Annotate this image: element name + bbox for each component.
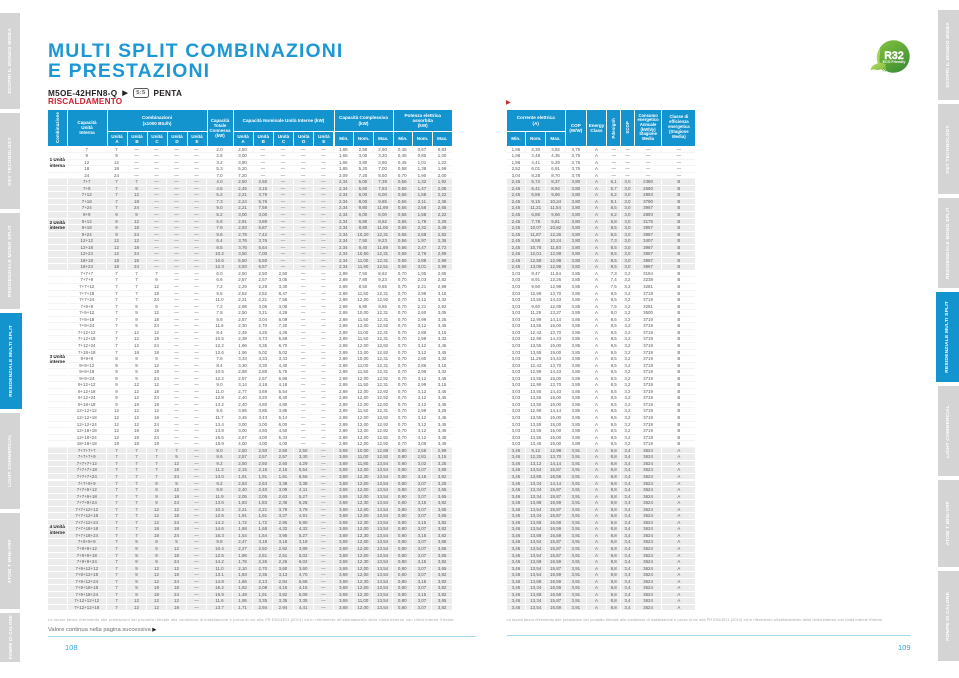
svg-text:ECO Friendly: ECO Friendly	[883, 60, 906, 64]
svg-text:R32: R32	[884, 50, 904, 62]
